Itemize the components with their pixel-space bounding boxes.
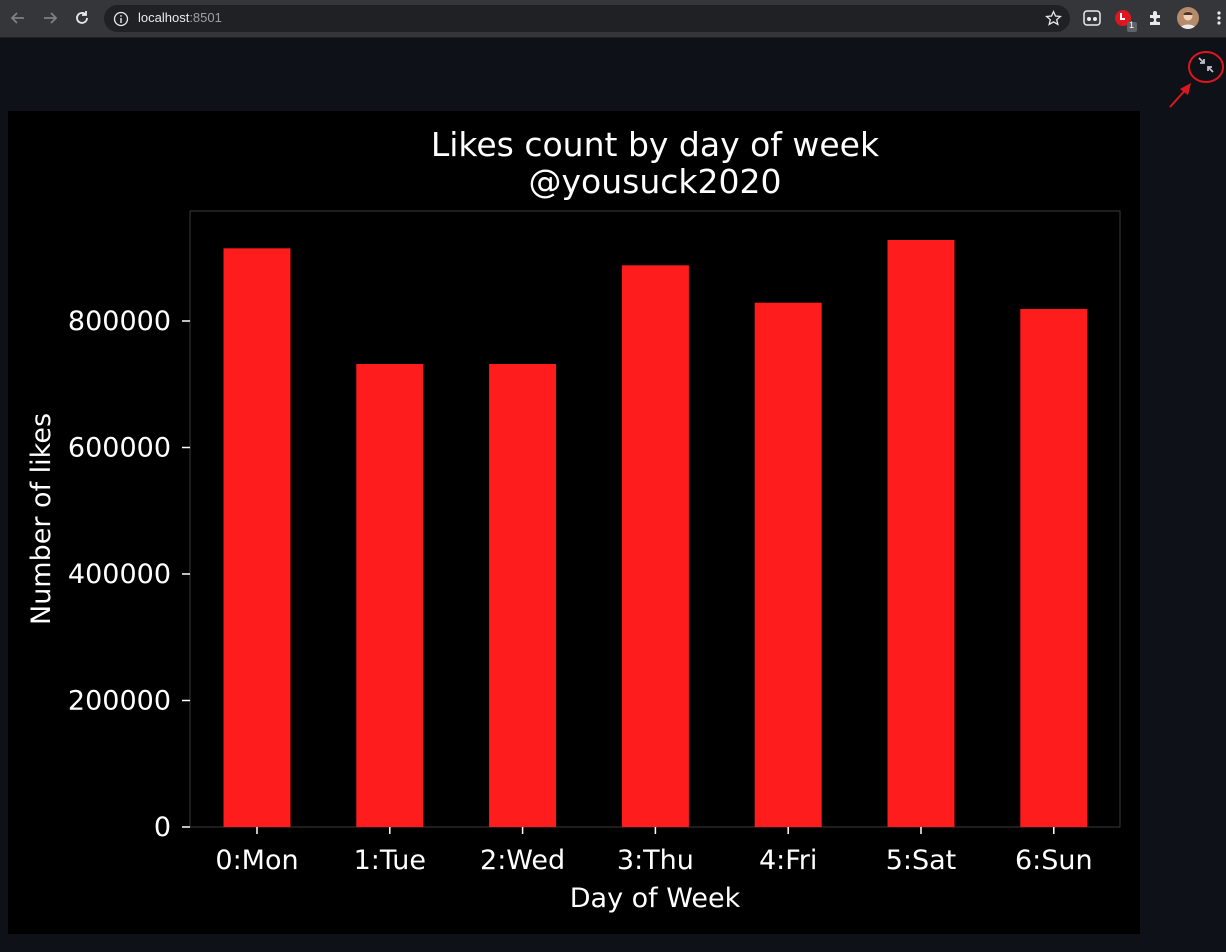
bar-4:Fri [754,302,822,827]
chart-subtitle: @yousuck2020 [529,162,782,201]
x-tick-label: 4:Fri [759,845,817,876]
bars-group [223,240,1088,828]
bar-chart: Likes count by day of week @yousuck2020 … [26,125,1121,914]
info-icon[interactable] [113,11,129,27]
x-axis-label: Day of Week [570,883,741,914]
bar-6:Sun [1020,309,1088,827]
profile-avatar[interactable] [1177,7,1199,29]
x-tick-label: 6:Sun [1015,845,1093,876]
extension-badge: 1 [1129,20,1135,30]
x-tick-label: 0:Mon [215,845,298,876]
bar-2:Wed [489,364,557,827]
puzzle-icon[interactable] [1146,8,1166,28]
forward-arrow-icon[interactable] [40,8,60,28]
extension-icon[interactable] [1082,8,1102,28]
x-axis: 0:Mon 1:Tue 2:Wed 3:Thu 4:Fri 5:Sat 6:Sun [215,827,1093,876]
y-axis-label: Number of likes [26,413,57,625]
menu-dots-icon[interactable] [1214,8,1224,28]
url-host: localhost [138,10,190,25]
star-icon[interactable] [1045,10,1062,27]
bar-3:Thu [621,265,689,827]
x-tick-label: 2:Wed [480,845,565,876]
bar-0:Mon [223,248,291,828]
chart-container: Likes count by day of week @yousuck2020 … [8,111,1140,934]
x-tick-label: 5:Sat [886,845,957,876]
x-tick-label: 3:Thu [617,845,694,876]
back-arrow-icon[interactable] [8,8,28,28]
bar-1:Tue [356,364,424,827]
y-axis: 0 200000 400000 600000 800000 [68,306,190,843]
bar-5:Sat [887,240,955,827]
y-tick-label: 600000 [68,433,171,464]
address-bar[interactable]: localhost:8501 [104,5,1070,32]
x-tick-label: 1:Tue [354,845,426,876]
y-tick-label: 200000 [68,686,171,717]
y-tick-label: 400000 [68,559,171,590]
reload-icon[interactable] [72,8,92,28]
y-tick-label: 800000 [68,306,171,337]
notification-extension-icon[interactable]: 1 [1113,6,1139,32]
url-port: :8501 [189,10,222,25]
chart-title: Likes count by day of week [431,125,880,164]
url-text: localhost:8501 [138,10,222,25]
exit-fullscreen-icon[interactable] [1196,55,1216,75]
y-tick-label: 0 [154,812,171,843]
browser-toolbar: localhost:8501 1 [0,0,1226,38]
